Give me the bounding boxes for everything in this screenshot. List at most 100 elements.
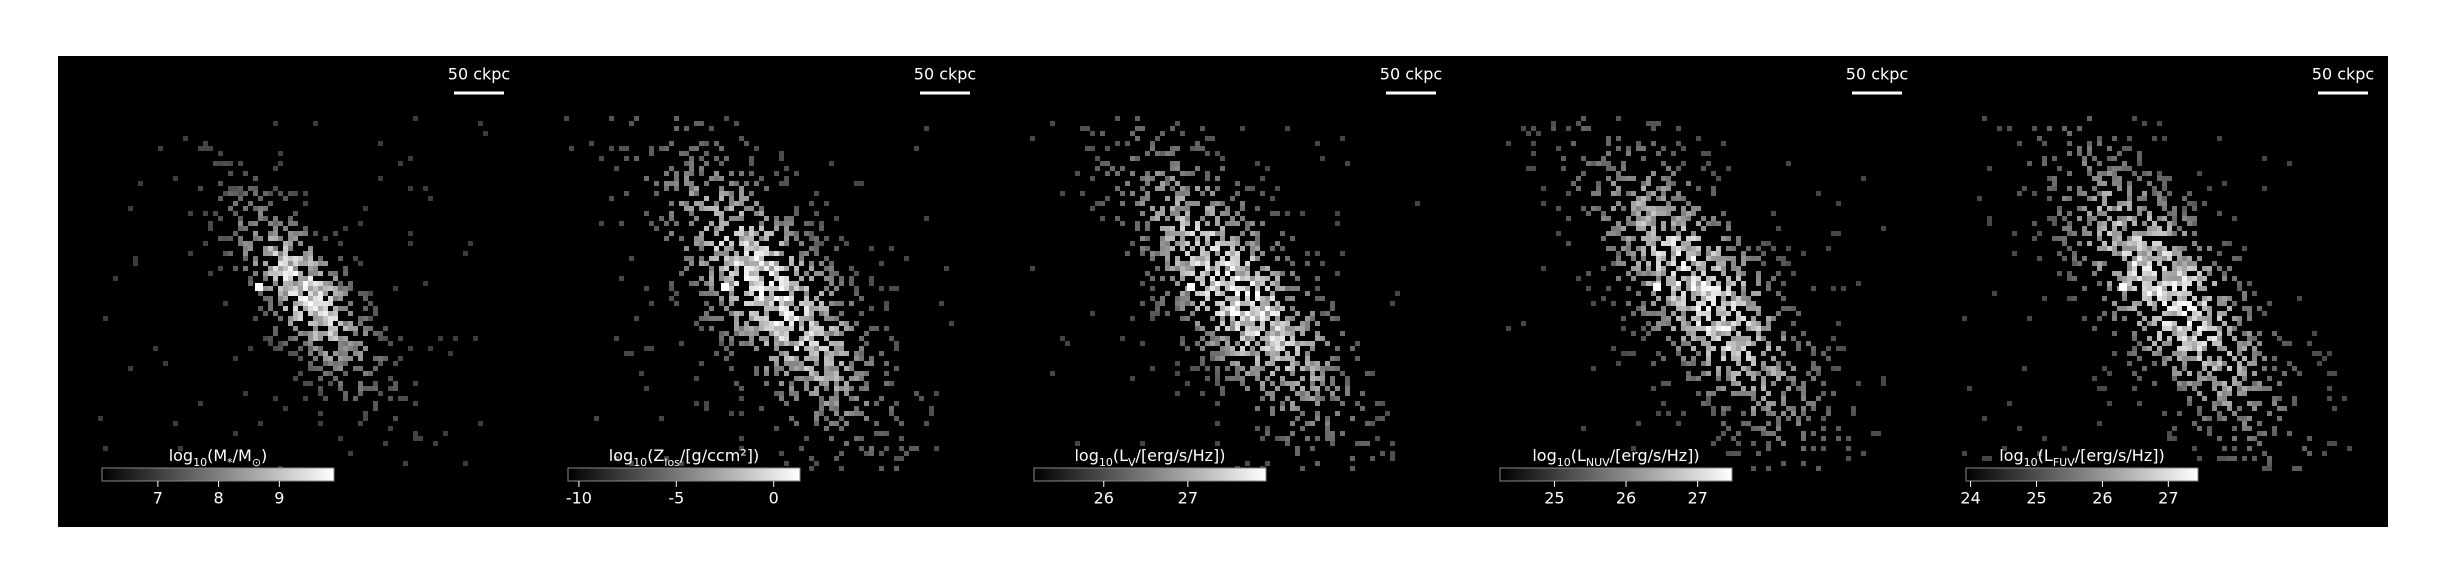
pixel bbox=[799, 241, 804, 246]
pixel bbox=[308, 306, 313, 311]
pixel bbox=[1170, 161, 1175, 166]
pixel bbox=[2192, 381, 2197, 386]
pixel bbox=[1390, 301, 1395, 306]
pixel bbox=[1646, 206, 1651, 211]
pixel bbox=[313, 356, 318, 361]
pixel bbox=[829, 261, 834, 266]
pixel bbox=[363, 326, 368, 331]
pixel bbox=[298, 356, 303, 361]
pixel bbox=[1726, 221, 1731, 226]
pixel bbox=[1656, 261, 1661, 266]
pixel bbox=[1636, 211, 1641, 216]
pixel bbox=[1260, 436, 1265, 441]
pixel bbox=[1185, 346, 1190, 351]
pixel bbox=[283, 226, 288, 231]
pixel bbox=[2187, 336, 2192, 341]
pixel bbox=[924, 126, 929, 131]
pixel bbox=[799, 376, 804, 381]
pixel bbox=[694, 201, 699, 206]
pixel bbox=[1756, 271, 1761, 276]
pixel bbox=[2132, 221, 2137, 226]
pixel bbox=[2157, 316, 2162, 321]
pixel bbox=[1245, 321, 1250, 326]
pixel bbox=[288, 316, 293, 321]
pixel bbox=[674, 301, 679, 306]
pixel bbox=[789, 366, 794, 371]
pixel bbox=[293, 191, 298, 196]
pixel bbox=[804, 356, 809, 361]
pixel bbox=[1335, 271, 1340, 276]
pixel bbox=[1350, 416, 1355, 421]
pixel bbox=[1596, 206, 1601, 211]
pixel bbox=[1731, 281, 1736, 286]
pixel bbox=[1736, 351, 1741, 356]
pixel bbox=[2167, 436, 2172, 441]
pixel bbox=[408, 186, 413, 191]
pixel bbox=[1190, 246, 1195, 251]
pixel bbox=[824, 376, 829, 381]
pixel bbox=[1185, 296, 1190, 301]
pixel bbox=[1175, 146, 1180, 151]
pixel bbox=[1315, 336, 1320, 341]
pixel bbox=[233, 431, 238, 436]
pixel bbox=[2082, 161, 2087, 166]
pixel bbox=[869, 361, 874, 366]
pixel bbox=[1275, 321, 1280, 326]
pixel bbox=[413, 436, 418, 441]
pixel bbox=[829, 351, 834, 356]
pixel bbox=[2217, 266, 2222, 271]
pixel bbox=[2252, 291, 2257, 296]
pixel bbox=[779, 341, 784, 346]
pixel bbox=[1300, 426, 1305, 431]
pixel bbox=[1671, 171, 1676, 176]
pixel bbox=[2242, 376, 2247, 381]
pixel bbox=[1736, 391, 1741, 396]
label-part: ⊙ bbox=[252, 456, 261, 469]
pixel bbox=[2237, 256, 2242, 261]
pixel bbox=[759, 211, 764, 216]
pixel bbox=[223, 236, 228, 241]
pixel bbox=[1140, 211, 1145, 216]
pixel bbox=[699, 361, 704, 366]
pixel bbox=[198, 401, 203, 406]
pixel bbox=[1701, 326, 1706, 331]
pixel bbox=[2252, 401, 2257, 406]
pixel bbox=[1160, 206, 1165, 211]
pixel bbox=[799, 301, 804, 306]
pixel bbox=[1175, 391, 1180, 396]
pixel bbox=[1761, 381, 1766, 386]
pixel bbox=[293, 301, 298, 306]
pixel bbox=[288, 246, 293, 251]
pixel bbox=[358, 356, 363, 361]
pixel bbox=[1661, 191, 1666, 196]
pixel bbox=[233, 231, 238, 236]
pixel bbox=[749, 326, 754, 331]
pixel bbox=[1736, 371, 1741, 376]
pixel bbox=[1726, 331, 1731, 336]
pixel bbox=[804, 306, 809, 311]
pixel bbox=[1225, 206, 1230, 211]
pixel bbox=[343, 351, 348, 356]
pixel bbox=[318, 411, 323, 416]
pixel bbox=[1706, 151, 1711, 156]
pixel bbox=[1245, 311, 1250, 316]
pixel bbox=[2132, 216, 2137, 221]
pixel bbox=[1180, 171, 1185, 176]
pixel bbox=[1726, 426, 1731, 431]
pixel bbox=[1691, 281, 1696, 286]
pixel bbox=[794, 281, 799, 286]
pixel bbox=[1245, 286, 1250, 291]
pixel bbox=[338, 336, 343, 341]
pixel bbox=[689, 146, 694, 151]
pixel bbox=[1195, 366, 1200, 371]
pixel bbox=[328, 321, 333, 326]
pixel bbox=[1801, 251, 1806, 256]
pixel bbox=[338, 346, 343, 351]
pixel bbox=[2267, 411, 2272, 416]
pixel bbox=[1160, 241, 1165, 246]
pixel bbox=[128, 366, 133, 371]
pixel bbox=[1676, 316, 1681, 321]
pixel bbox=[1235, 256, 1240, 261]
pixel bbox=[769, 291, 774, 296]
pixel bbox=[1721, 406, 1726, 411]
